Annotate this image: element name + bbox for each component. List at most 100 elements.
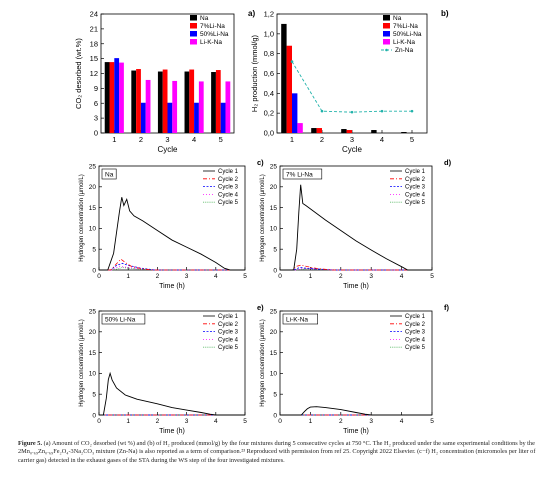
caption-label: Figure 5. xyxy=(18,440,43,447)
y-tick-label: 10 xyxy=(89,226,97,233)
plot-frame xyxy=(98,165,246,271)
x-tick-label: 0 xyxy=(97,418,101,425)
panel-label: a) xyxy=(248,9,255,18)
x-tick-label: 5 xyxy=(243,418,247,425)
sample-tag-label: Li-K-Na xyxy=(286,317,308,324)
legend-swatch xyxy=(383,31,390,37)
line-cycle-1 xyxy=(99,371,245,416)
y-tick-label: 1,2 xyxy=(264,10,274,19)
x-tick-label: 5 xyxy=(430,273,434,280)
legend-label: Cycle 2 xyxy=(218,177,239,183)
legend-label: Cycle 3 xyxy=(405,185,426,191)
x-axis-label: Time (h) xyxy=(159,283,185,290)
sample-tag: 50% Li-Na xyxy=(101,313,146,325)
y-axis-label: Hydrogen concentration (μmol/L) xyxy=(260,174,266,262)
y-tick-label: 15 xyxy=(89,205,97,212)
legend-label: Cycle 5 xyxy=(218,200,239,206)
y-tick-label: 0 xyxy=(273,267,277,274)
line-cycle-4 xyxy=(99,265,245,271)
sample-tag-box xyxy=(282,313,319,325)
legend-label: Na xyxy=(200,15,209,22)
x-tick-label: 3 xyxy=(369,273,373,280)
legend-label: Cycle 5 xyxy=(405,345,426,351)
y-tick-label: 20 xyxy=(89,184,97,191)
y-axis-label: Hydrogen concentration (μmol/L) xyxy=(79,174,85,262)
x-tick-label: 4 xyxy=(192,135,196,144)
bar-7-li-na xyxy=(286,45,292,133)
bar-na xyxy=(371,130,377,133)
legend-label: Cycle 5 xyxy=(218,345,239,351)
line-cycle-2 xyxy=(99,258,245,271)
y-tick-label: 0,6 xyxy=(264,69,274,78)
bar-na xyxy=(341,129,347,133)
y-tick-label: 9 xyxy=(94,84,98,93)
x-tick-label: 5 xyxy=(430,418,434,425)
legend-label: 7%Li-Na xyxy=(200,23,225,30)
line-cycle-1 xyxy=(280,406,432,416)
legend-label: Cycle 1 xyxy=(405,169,426,175)
x-tick-label: 1 xyxy=(126,418,130,425)
x-tick-label: 3 xyxy=(185,273,189,280)
sample-tag-label: Na xyxy=(105,172,114,179)
legend-marker xyxy=(385,48,388,52)
sample-tag: Na xyxy=(101,168,117,180)
legend-swatch xyxy=(383,23,390,29)
line-zn-na xyxy=(291,61,412,113)
y-tick-label: 15 xyxy=(89,350,97,357)
point-zn-na xyxy=(320,109,324,113)
caption-text: (a) Amount of CO₂ desorbed (wt %) and (b… xyxy=(18,440,536,464)
legend-label: Cycle 4 xyxy=(218,337,239,343)
y-tick-label: 5 xyxy=(92,392,96,399)
y-tick-label: 3 xyxy=(94,114,98,123)
legend-label: Cycle 4 xyxy=(405,192,426,198)
y-tick-label: 1,0 xyxy=(264,29,274,38)
bar-50-li-na xyxy=(292,93,298,133)
bar-na xyxy=(104,62,110,133)
y-tick-label: 0,8 xyxy=(264,49,274,58)
y-tick-label: 24 xyxy=(90,10,98,19)
x-tick-label: 4 xyxy=(380,135,384,144)
bar-na xyxy=(401,132,407,133)
panel-label: e) xyxy=(257,303,264,312)
x-tick-label: 3 xyxy=(350,135,354,144)
x-tick-label: 2 xyxy=(339,273,343,280)
y-tick-label: 25 xyxy=(270,163,278,170)
y-tick-label: 25 xyxy=(89,163,97,170)
x-tick-label: 1 xyxy=(309,273,313,280)
y-axis-label: Hydrogen concentration (μmol/L) xyxy=(260,319,266,407)
sample-tag-box xyxy=(282,168,323,180)
bar-na xyxy=(131,70,137,133)
y-tick-label: 0,2 xyxy=(264,109,274,118)
y-tick-label: 0,4 xyxy=(264,89,274,98)
legend-swatch xyxy=(383,39,390,45)
point-zn-na xyxy=(350,110,354,114)
x-tick-label: 3 xyxy=(185,418,189,425)
bar-na xyxy=(281,23,287,134)
y-tick-label: 20 xyxy=(270,184,278,191)
bar-li-k-na xyxy=(172,80,178,133)
y-tick-label: 5 xyxy=(273,392,277,399)
y-tick-label: 15 xyxy=(90,54,98,63)
x-axis-label: Cycle xyxy=(157,145,178,154)
x-tick-label: 0 xyxy=(97,273,101,280)
x-tick-label: 0 xyxy=(278,273,282,280)
x-tick-label: 0 xyxy=(278,418,282,425)
panel-b: 0,0 0,2 0,4 0,6 0,8 1,0 1,2 1 2 3 4 5 Cycle H₂ produc… xyxy=(250,9,449,154)
x-tick-label: 4 xyxy=(400,418,404,425)
legend-label: Cycle 4 xyxy=(405,337,426,343)
bar-li-k-na xyxy=(198,81,204,133)
bar-7-li-na xyxy=(316,128,322,133)
line-cycle-5 xyxy=(280,268,432,271)
line-cycle-1 xyxy=(280,184,432,271)
bar-7-li-na xyxy=(109,62,115,133)
y-tick-label: 0 xyxy=(94,129,98,138)
bar-7-li-na xyxy=(215,70,221,133)
x-axis-label: Time (h) xyxy=(159,428,185,435)
